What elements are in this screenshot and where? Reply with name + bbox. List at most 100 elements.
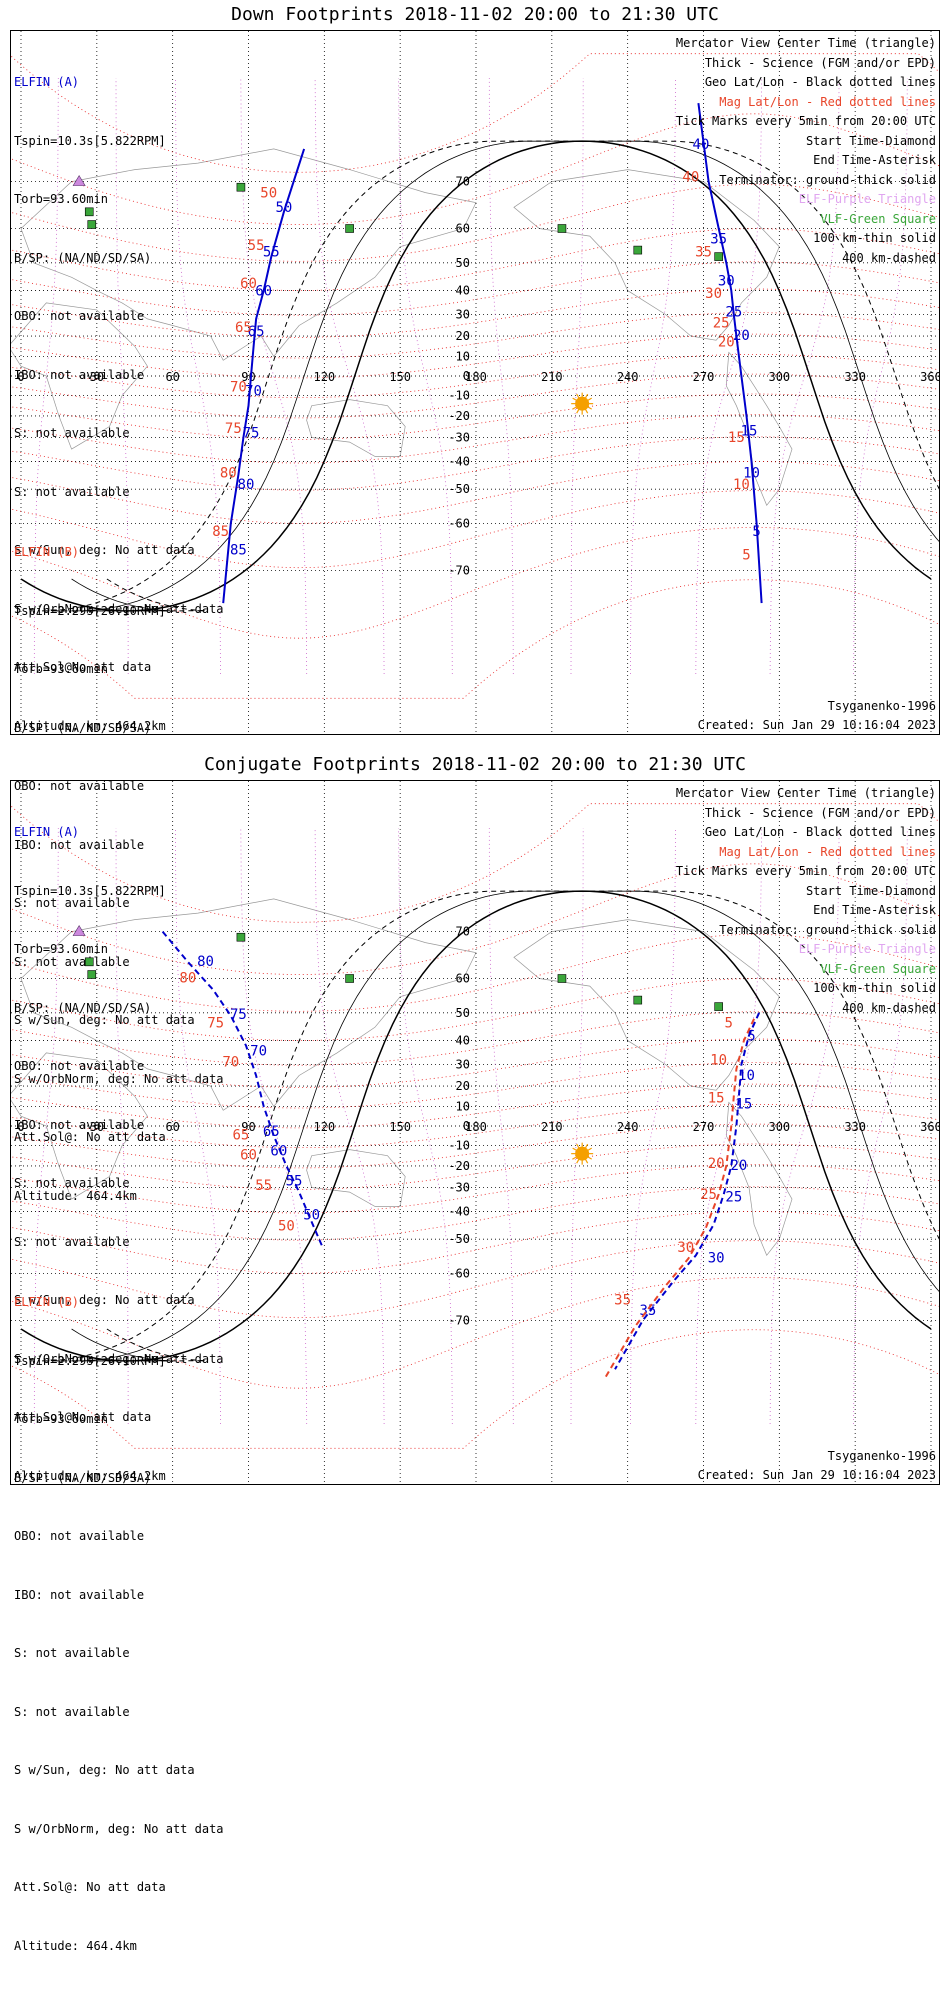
elfin-b-label: ELFIN (B) bbox=[14, 545, 80, 559]
x-tick-label: 270 bbox=[693, 370, 715, 384]
legend-item: 100 km-thin solid bbox=[813, 981, 936, 995]
map-frame: 0 30 60 90 120 150 180 210 240 270 300 330 360 70 60 50… bbox=[10, 30, 940, 735]
mag-meridian bbox=[570, 827, 584, 1425]
shadow-100km-line bbox=[71, 140, 939, 612]
vlf-site-marker bbox=[557, 974, 567, 983]
footprint-tick-label: 25 bbox=[713, 316, 730, 332]
footprint-tick-label: 50 bbox=[278, 1218, 295, 1234]
mag-grid bbox=[11, 803, 939, 1449]
footprint-tick-label: 10 bbox=[743, 466, 760, 482]
legend-item: Mag Lat/Lon - Red dotted lines bbox=[719, 94, 936, 109]
x-tick-label: 0 bbox=[17, 370, 24, 384]
y-tick-label: 10 bbox=[456, 1099, 470, 1113]
elfin-b-line: B/SP: (NA/ND/SD/SA) bbox=[14, 1470, 152, 1485]
mag-parallel bbox=[11, 1211, 939, 1274]
mag-parallel bbox=[11, 933, 939, 1012]
footprint-tick-label: 80 bbox=[179, 970, 196, 986]
mag-meridian bbox=[695, 827, 763, 1425]
x-tick-label: 270 bbox=[693, 1120, 715, 1134]
elfin-a-line: IBO: not available bbox=[14, 367, 145, 382]
terminator-line bbox=[20, 140, 932, 612]
elfin-b-line: Altitude: 464.4km bbox=[14, 1188, 137, 1203]
sun-icon bbox=[571, 392, 594, 415]
shadow-100km-line bbox=[71, 890, 939, 1362]
vlf-site-marker bbox=[236, 932, 246, 942]
y-tick-label: -70 bbox=[448, 563, 470, 577]
legend-item: Mag Lat/Lon - Red dotted lines bbox=[719, 844, 936, 859]
sun-disc bbox=[575, 396, 590, 411]
elfin-a-line: B/SP: (NA/ND/SD/SA) bbox=[14, 250, 152, 265]
y-tick-label: 40 bbox=[456, 284, 470, 298]
footprint-tick-label: 30 bbox=[718, 273, 735, 289]
coastline bbox=[20, 148, 477, 361]
legend-item: Tick Marks every 5min from 20:00 UTC bbox=[675, 114, 936, 128]
elfin-b-line: Altitude: 464.4km bbox=[14, 1938, 137, 1953]
mag-meridian bbox=[695, 77, 763, 675]
mag-parallel bbox=[11, 863, 939, 976]
elf-site-marker bbox=[72, 925, 86, 936]
legend-item: Thick - Science (FGM and/or EPD) bbox=[704, 805, 936, 820]
y-tick-label: -50 bbox=[448, 1232, 470, 1246]
x-tick-label: 330 bbox=[844, 1120, 866, 1134]
legend: Mercator View Center Time (triangle) Thi… bbox=[676, 784, 936, 1018]
footprint-tick-label: 80 bbox=[197, 954, 214, 970]
footprint-tick-label: 70 bbox=[250, 1043, 267, 1059]
mag-parallel bbox=[11, 579, 939, 699]
x-tick-label: 60 bbox=[165, 1120, 179, 1134]
mag-parallel bbox=[11, 1240, 939, 1319]
elfin-b-line: Att.Sol@: No att data bbox=[14, 1880, 166, 1894]
vlf-site-marker bbox=[84, 957, 94, 967]
elfin-b-line: B/SP: (NA/ND/SD/SA) bbox=[14, 720, 152, 735]
legend-item: Geo Lat/Lon - Black dotted lines bbox=[704, 825, 936, 839]
elfin-a-label: ELFIN (A) bbox=[14, 75, 80, 89]
x-tick-label: 150 bbox=[389, 370, 411, 384]
x-tick-label: 330 bbox=[844, 370, 866, 384]
elfin-b-line: Tspin=2.29s[26.10RPM] bbox=[14, 603, 166, 618]
mag-meridian bbox=[488, 827, 514, 1425]
legend-item: Start Time-Diamond bbox=[805, 133, 936, 148]
legend-item: Thick - Science (FGM and/or EPD) bbox=[704, 55, 936, 70]
elfin-b-label: ELFIN (B) bbox=[14, 1295, 80, 1309]
coastline bbox=[306, 399, 406, 457]
footprint-track bbox=[604, 1018, 756, 1379]
mag-parallel bbox=[11, 1329, 939, 1449]
elfin-b-info: ELFIN (B) Tspin=2.29s[26.10RPM] Torb=93.… bbox=[14, 1254, 224, 1995]
elfin-b-line: S w/Sun, deg: No att data bbox=[14, 1763, 195, 1777]
mag-meridian bbox=[853, 77, 908, 675]
vlf-site-marker bbox=[345, 224, 354, 233]
footprint-tick-label: 30 bbox=[708, 1250, 725, 1266]
y-tick-label: -60 bbox=[448, 1266, 470, 1280]
y-tick-label: -60 bbox=[448, 516, 470, 530]
elfin-a-line: Tspin=10.3s[5.822RPM] bbox=[14, 883, 166, 898]
y-tick-label: -30 bbox=[448, 431, 470, 445]
footprint-tick-label: 85 bbox=[230, 542, 247, 558]
mag-grid bbox=[11, 53, 939, 699]
footprint-tick-label: 5 bbox=[752, 524, 760, 540]
mercator-map: 0 30 60 90 120 150 180 210 240 270 300 330 360706050… bbox=[11, 781, 939, 1484]
conjugate-footprints-panel: Conjugate Footprints 2018-11-02 20:00 to… bbox=[0, 750, 950, 1953]
vlf-site-marker bbox=[714, 1002, 723, 1011]
y-tick-label: -30 bbox=[448, 1181, 470, 1195]
legend-item: Start Time-Diamond bbox=[805, 883, 936, 898]
footprint-tick-label: 65 bbox=[263, 1124, 280, 1140]
x-tick-label: 0 bbox=[17, 1120, 24, 1134]
footprint-tick-label: 20 bbox=[708, 1156, 725, 1172]
y-tick-label: 40 bbox=[456, 1034, 470, 1048]
y-tick-label: -20 bbox=[448, 409, 470, 423]
legend-item: VLF-Green Square bbox=[820, 961, 936, 976]
y-tick-label: -40 bbox=[448, 454, 470, 468]
legend-item: Mercator View Center Time (triangle) bbox=[675, 786, 936, 800]
axis-labels: 0 30 60 90 120 150 180 210 240 270 300 330 360706050… bbox=[17, 925, 939, 1328]
footprint-tick-label: 70 bbox=[222, 1055, 239, 1071]
footprint-tick-label: 55 bbox=[263, 245, 280, 261]
x-tick-label: 300 bbox=[768, 370, 790, 384]
footprint-tick-label: 10 bbox=[710, 1052, 727, 1068]
elfin-a-line: Altitude, km: 464.2km bbox=[14, 718, 166, 733]
x-tick-label: 90 bbox=[241, 1120, 255, 1134]
footprint-tick-label: 65 bbox=[248, 324, 265, 340]
footprint-tick-label: 25 bbox=[725, 305, 742, 321]
footprint-tick-label: 35 bbox=[614, 1292, 631, 1308]
elfin-a-line: S w/Sun, deg: No att data bbox=[14, 1293, 195, 1307]
footprint-tick-label: 30 bbox=[677, 1240, 694, 1256]
y-tick-label: 70 bbox=[456, 925, 470, 939]
